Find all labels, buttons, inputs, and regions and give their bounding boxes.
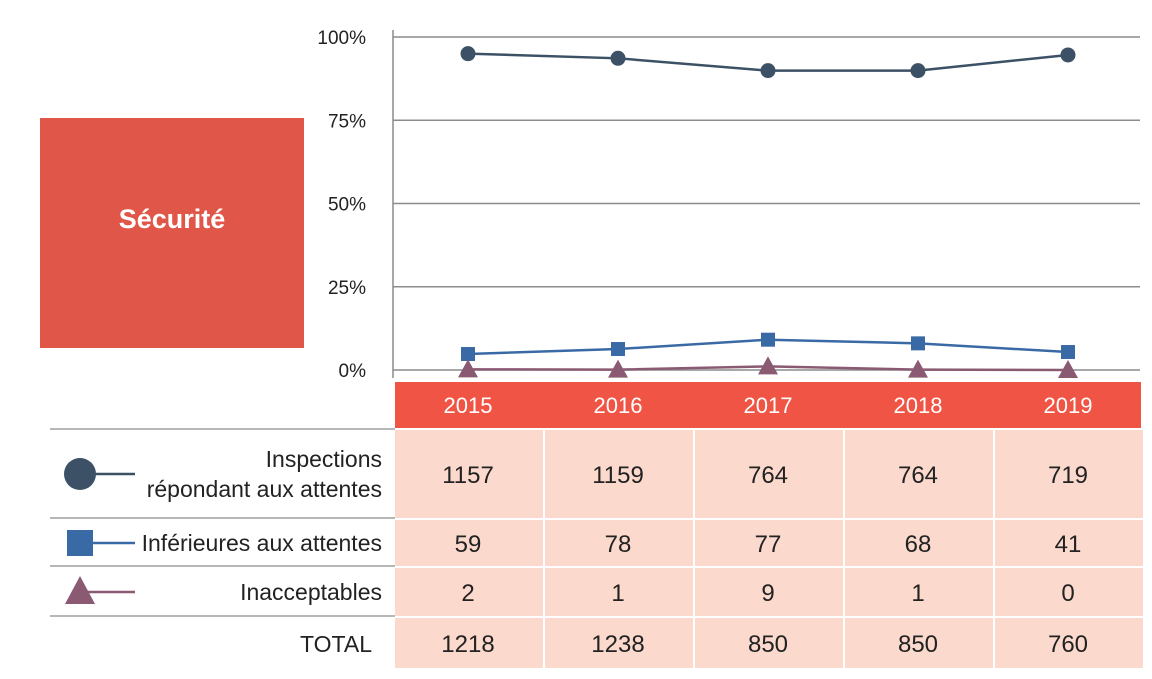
table-cell [695,520,843,566]
count-cell: 764 [898,462,938,489]
total-cell: 1238 [591,631,644,658]
table-cell [395,430,543,518]
total-cell: 850 [898,631,938,658]
table-cell [995,568,1143,616]
x-tick-label: 2017 [744,393,793,418]
table-cell [695,618,843,668]
x-tick-label: 2016 [594,393,643,418]
data-point-circle [760,63,776,79]
table-cell [995,520,1143,566]
table-cell [395,568,543,616]
count-cell: 77 [755,531,782,558]
count-cell: 1159 [592,462,644,489]
data-point-square [761,332,775,347]
series-label: Inférieures aux attentes [142,530,382,556]
table-cell [995,430,1143,518]
table-cell [845,568,993,616]
data-point-square [1061,345,1075,360]
y-tick-label: 25% [328,278,366,299]
data-point-triangle [908,359,928,378]
total-cell: 760 [1048,631,1088,658]
count-cell: 2 [461,580,474,607]
table-cell [695,568,843,616]
total-label: TOTAL [300,631,372,657]
category-header [395,382,1141,428]
table-cell [545,430,693,518]
y-tick-label: 0% [339,361,367,382]
count-cell: 41 [1055,531,1082,558]
data-point-triangle [758,356,778,375]
series-label: Inspections [266,446,382,472]
table-cell [395,520,543,566]
count-cell: 9 [761,580,774,607]
table-cell [395,618,543,668]
count-cell: 0 [1061,580,1074,607]
series-label: Inacceptables [240,579,382,605]
count-cell: 764 [748,462,788,489]
count-cell: 68 [905,531,932,558]
data-point-circle [610,50,626,66]
section-box: Sécurité [40,118,304,348]
table-cell [845,430,993,518]
y-tick-label: 75% [328,111,366,132]
x-tick-label: 2018 [894,393,943,418]
table-cell [845,520,993,566]
data-point-circle [1060,47,1076,63]
table-cell [545,520,693,566]
y-tick-label: 100% [317,28,366,49]
data-point-triangle [608,359,628,378]
table-cell [845,618,993,668]
table-cell [995,618,1143,668]
count-cell: 719 [1048,462,1088,489]
data-point-circle [460,46,476,62]
legend-circle-icon [64,458,96,490]
total-cell: 1218 [441,631,494,658]
x-tick-label: 2015 [444,393,493,418]
total-cell: 850 [748,631,788,658]
table-cell [545,618,693,668]
y-tick-label: 50% [328,195,366,216]
count-cell: 1 [611,580,624,607]
data-point-square [611,342,625,357]
data-point-square [911,336,925,351]
data-point-circle [910,63,926,79]
data-point-triangle [458,359,478,378]
legend-triangle-icon [65,576,95,604]
count-cell: 1157 [442,462,494,489]
section-title: Sécurité [118,204,226,234]
data-point-triangle [1058,360,1078,378]
table-cell [695,430,843,518]
count-cell: 1 [911,580,924,607]
table-cell [545,568,693,616]
legend-square-icon [67,530,93,556]
count-cell: 78 [605,531,632,558]
x-tick-label: 2019 [1044,393,1093,418]
count-cell: 59 [455,531,482,558]
series-label: répondant aux attentes [147,476,382,502]
data-point-square [461,347,475,362]
